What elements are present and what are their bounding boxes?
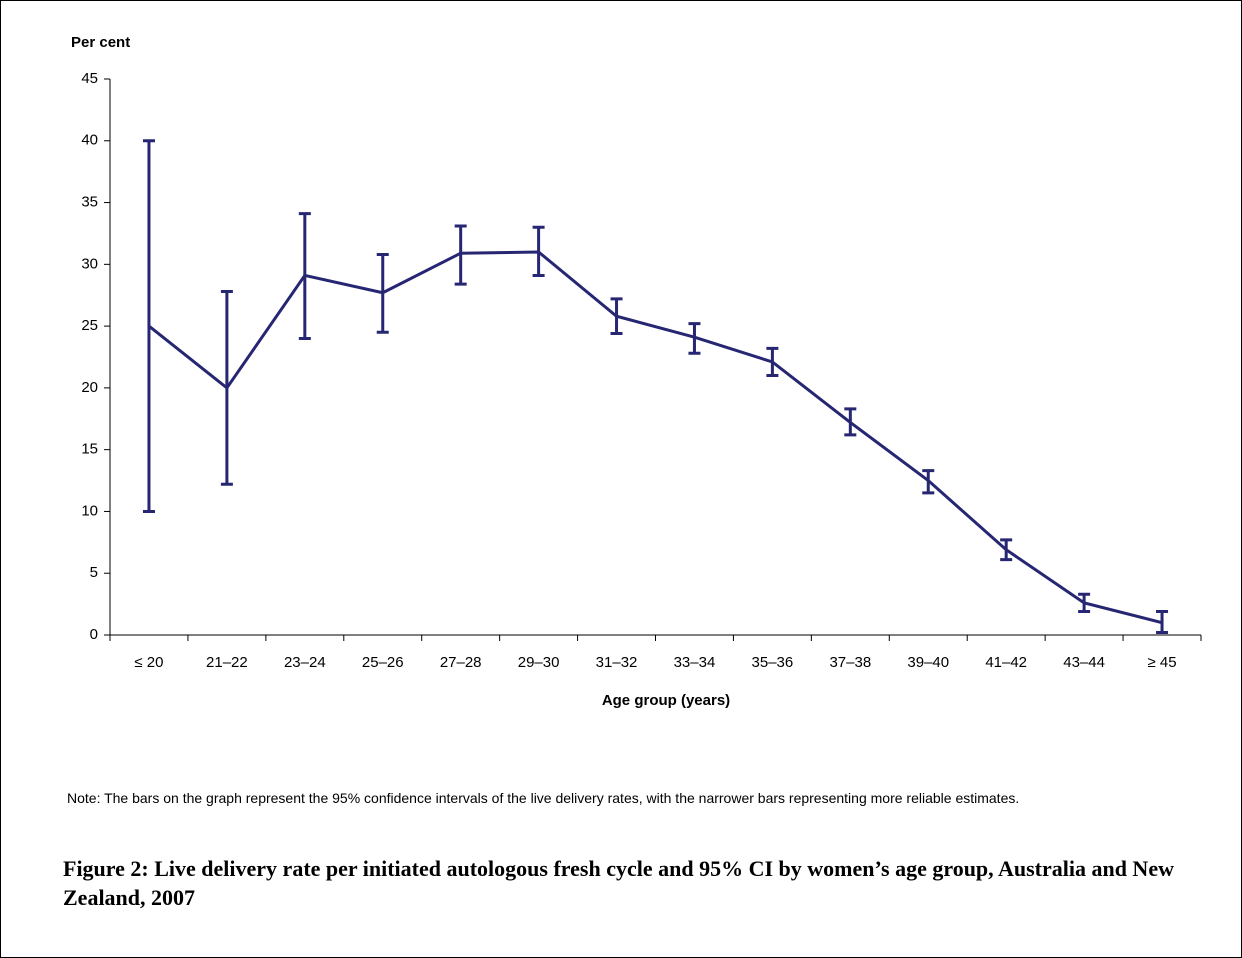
data-line: [148, 250, 1163, 625]
chart: Per cent Age group (years) 0 5 10 15 20 25 30 3…: [71, 34, 1202, 709]
error-bar: [1078, 592, 1091, 614]
x-tick-label: 33–34: [674, 654, 716, 671]
error-bar: [454, 224, 467, 286]
x-tick-label: 35–36: [752, 654, 794, 671]
x-tick-label: 31–32: [596, 654, 638, 671]
error-bar: [766, 346, 779, 378]
y-tick-label: 5: [90, 564, 98, 581]
y-tick-label: 15: [81, 441, 98, 458]
caption: Figure 2: Live delivery rate per initiat…: [63, 856, 1174, 910]
x-tick-label: 25–26: [362, 654, 404, 671]
error-bar: [844, 407, 857, 437]
y-tick-label: 25: [81, 317, 98, 334]
y-tick-label: 0: [90, 626, 98, 643]
y-tick-label: 40: [81, 132, 98, 149]
x-tick-label: 37–38: [829, 654, 871, 671]
error-bar: [922, 469, 935, 495]
x-tick-label: 21–22: [206, 654, 248, 671]
x-tick-label: 23–24: [284, 654, 326, 671]
error-bar: [142, 139, 155, 513]
error-bar: [298, 212, 311, 340]
error-bar: [532, 225, 545, 277]
x-tick-label: 41–42: [985, 654, 1027, 671]
x-tick-label: ≥ 45: [1147, 654, 1176, 671]
x-tick-label: 27–28: [440, 654, 482, 671]
y-tick-label: 20: [81, 379, 98, 396]
error-bar: [688, 322, 701, 355]
y-tick-label: 35: [81, 194, 98, 211]
x-tick-label: 29–30: [518, 654, 560, 671]
y-axis-title: Per cent: [71, 34, 130, 51]
y-tick-label: 45: [81, 70, 98, 87]
error-bar: [1000, 538, 1013, 562]
error-bar: [220, 290, 233, 486]
x-tick-label: 43–44: [1063, 654, 1105, 671]
x-tick-label: ≤ 20: [134, 654, 163, 671]
note: Note: The bars on the graph represent th…: [67, 790, 1020, 806]
y-tick-label: 10: [81, 502, 98, 519]
error-bar: [1156, 610, 1169, 635]
x-axis-title: Age group (years): [602, 692, 730, 709]
error-bar: [376, 252, 389, 334]
y-tick-label: 30: [81, 255, 98, 272]
error-bar: [610, 297, 623, 336]
x-tick-label: 39–40: [907, 654, 949, 671]
